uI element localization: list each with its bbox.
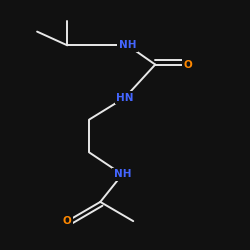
Text: HN: HN xyxy=(116,92,134,102)
Text: O: O xyxy=(184,60,192,70)
Text: NH: NH xyxy=(119,40,136,50)
Text: O: O xyxy=(63,216,72,226)
Text: NH: NH xyxy=(114,170,131,179)
